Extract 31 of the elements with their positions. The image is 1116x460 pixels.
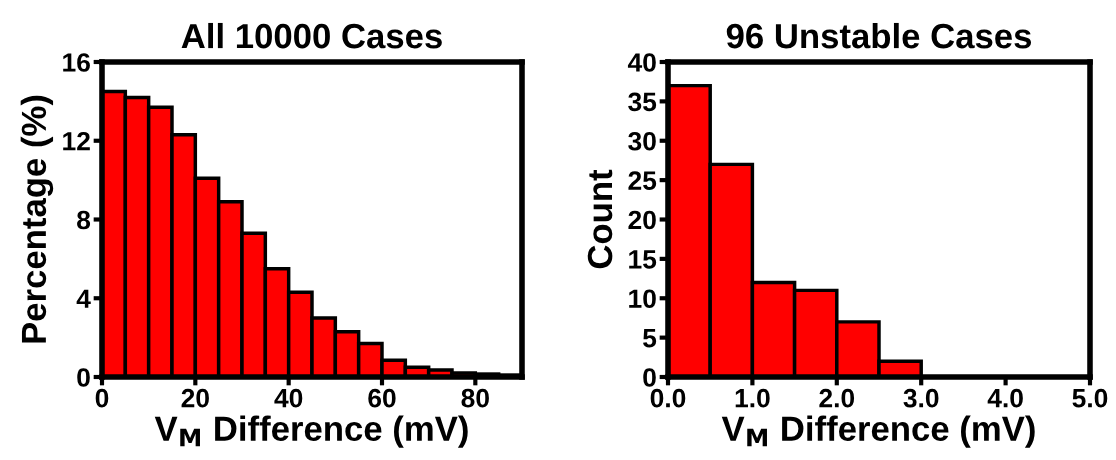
y-tick-label: 5 <box>643 329 657 348</box>
y-tick-label: 15 <box>629 250 657 269</box>
y-tick-label: 35 <box>628 92 657 112</box>
x-tick-label: 5.0 <box>1072 388 1108 408</box>
x-tick-label: 2.0 <box>819 388 855 408</box>
x-tick-label: 80 <box>461 388 489 408</box>
x-tick-label: 20 <box>181 388 209 408</box>
x-tick-label: 3.0 <box>903 388 939 408</box>
chart-title: All 10000 Cases <box>181 22 442 49</box>
x-tick-label: 60 <box>368 388 396 408</box>
y-tick-label: 25 <box>628 171 657 190</box>
y-tick-label: 8 <box>77 210 91 230</box>
y-tick-label: 10 <box>629 289 656 309</box>
y-tick-label: 40 <box>627 53 656 72</box>
x-axis-title: V$_{M}$ Difference (mV) <box>154 415 468 448</box>
y-tick-label: 30 <box>628 131 656 151</box>
y-axis-title: Percentage (%) <box>20 95 54 343</box>
chart-title: 96 Unstable Cases <box>726 22 1032 49</box>
x-tick-label: 0.0 <box>650 388 686 408</box>
x-tick-label: 0 <box>95 388 109 408</box>
x-tick-label: 40 <box>274 388 303 408</box>
y-tick-label: 0 <box>77 368 90 387</box>
y-tick-label: 20 <box>628 210 656 230</box>
x-axis-title: V$_{M}$ Difference (mV) <box>721 415 1035 448</box>
x-tick-label: 1.0 <box>735 388 770 408</box>
y-axis-title: Count <box>587 169 613 269</box>
y-tick-label: 0 <box>643 368 656 387</box>
y-tick-label: 12 <box>63 131 90 151</box>
y-tick-label: 16 <box>63 53 90 72</box>
x-tick-label: 4.0 <box>987 388 1023 408</box>
y-tick-label: 4 <box>76 289 91 308</box>
